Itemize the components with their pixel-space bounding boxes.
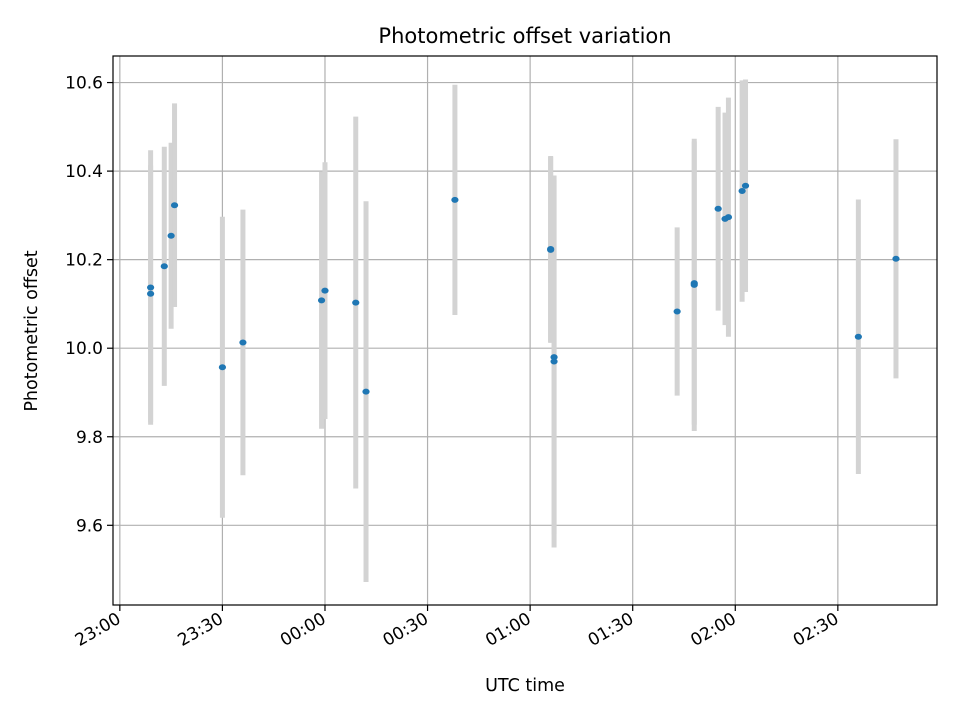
y-axis-label: Photometric offset <box>22 250 42 411</box>
data-point <box>550 354 558 361</box>
data-points <box>147 182 900 395</box>
y-tick-label: 10.2 <box>65 251 103 271</box>
data-point <box>362 388 370 395</box>
data-point <box>892 255 900 262</box>
y-tick-label: 9.6 <box>76 516 103 536</box>
data-point <box>714 205 722 212</box>
data-point <box>147 290 155 297</box>
data-point <box>547 246 555 253</box>
data-point <box>673 308 681 315</box>
data-point <box>167 232 175 239</box>
data-point <box>451 196 459 203</box>
y-tick-label: 9.8 <box>76 428 103 448</box>
plot-frame <box>112 55 938 606</box>
data-point <box>317 297 326 304</box>
data-point <box>239 339 247 346</box>
chart-title: Photometric offset variation <box>378 24 671 48</box>
data-point <box>550 358 558 365</box>
y-tick-label: 10.6 <box>65 74 103 94</box>
y-tick-label: 10.4 <box>65 162 103 182</box>
y-tick-label: 10.0 <box>65 339 103 359</box>
data-point <box>170 202 179 209</box>
data-point <box>724 214 733 221</box>
x-axis-label: UTC time <box>485 676 565 696</box>
data-point <box>854 333 862 340</box>
data-point <box>160 263 168 270</box>
data-point <box>690 281 698 288</box>
data-point <box>741 182 750 189</box>
data-point <box>147 284 155 291</box>
data-point <box>321 287 329 294</box>
grid <box>113 56 937 605</box>
data-point <box>738 188 746 195</box>
data-point <box>352 299 360 306</box>
data-point <box>218 364 227 371</box>
